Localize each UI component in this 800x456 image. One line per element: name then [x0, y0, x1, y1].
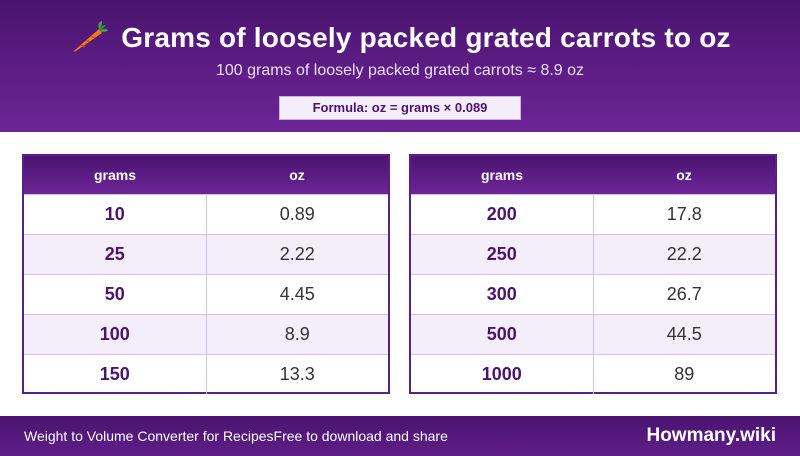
- table-row: 200 17.8: [411, 194, 775, 234]
- table-row: 500 44.5: [411, 314, 775, 354]
- footer-tagline: Free to download and share: [273, 428, 448, 444]
- oz-cell: 89: [674, 364, 695, 384]
- table-row: 250 22.2: [411, 234, 775, 274]
- grams-cell: 250: [411, 235, 594, 274]
- grams-cell: 200: [411, 195, 594, 234]
- oz-cell: 17.8: [666, 204, 702, 224]
- page-subtitle: 100 grams of loosely packed grated carro…: [215, 62, 585, 79]
- table-row: 50 4.45: [24, 274, 388, 314]
- grams-cell: 300: [411, 275, 594, 314]
- grams-cell: 25: [24, 235, 207, 274]
- grams-cell: 1000: [411, 355, 594, 394]
- oz-cell: 8.9: [284, 324, 310, 344]
- conversion-table-left: grams oz 10 0.89 25 2.22 50 4.45 100 8.9…: [22, 154, 390, 394]
- table-row: 100 8.9: [24, 314, 388, 354]
- page-title: Grams of loosely packed grated carrots t…: [121, 22, 731, 53]
- oz-cell: 44.5: [666, 324, 702, 344]
- oz-cell: 4.45: [279, 284, 315, 304]
- column-header-grams: grams: [480, 167, 524, 183]
- brand-logo-text[interactable]: Howmany.wiki: [646, 425, 776, 446]
- formula-box: Formula: oz = grams × 0.089: [279, 96, 521, 120]
- table-row: 1000 89: [411, 354, 775, 394]
- title-row: Grams of loosely packed grated carrots t…: [0, 18, 800, 58]
- grams-cell: 10: [24, 195, 207, 234]
- oz-cell: 22.2: [666, 244, 702, 264]
- table-row: 25 2.22: [24, 234, 388, 274]
- oz-cell: 0.89: [279, 204, 315, 224]
- table-row: 300 26.7: [411, 274, 775, 314]
- grams-cell: 500: [411, 315, 594, 354]
- footer-text: Weight to Volume Converter for RecipesFr…: [24, 428, 448, 444]
- oz-cell: 13.3: [279, 364, 315, 384]
- table-row: 150 13.3: [24, 354, 388, 394]
- conversion-table-right: grams oz 200 17.8 250 22.2 300 26.7 500 …: [409, 154, 777, 394]
- grams-cell: 100: [24, 315, 207, 354]
- carrot-icon: [73, 21, 109, 52]
- table-row: 10 0.89: [24, 194, 388, 234]
- table-header: grams oz: [411, 156, 775, 194]
- grams-cell: 50: [24, 275, 207, 314]
- table-header: grams oz: [24, 156, 388, 194]
- column-header-oz: oz: [676, 167, 692, 183]
- oz-cell: 2.22: [279, 244, 315, 264]
- header-banner: Grams of loosely packed grated carrots t…: [0, 0, 800, 132]
- oz-cell: 26.7: [666, 284, 702, 304]
- footer-site-description: Weight to Volume Converter for Recipes: [24, 428, 274, 444]
- column-header-oz: oz: [289, 167, 305, 183]
- footer-bar: Weight to Volume Converter for RecipesFr…: [0, 416, 800, 456]
- column-header-grams: grams: [93, 167, 137, 183]
- grams-cell: 150: [24, 355, 207, 394]
